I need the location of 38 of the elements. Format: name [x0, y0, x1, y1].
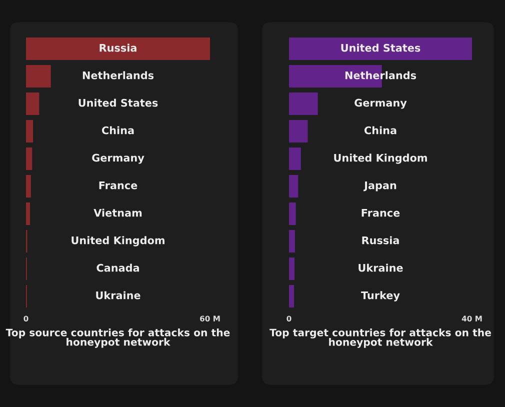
x-axis-title: Top source countries for attacks on the honeypot network	[6, 328, 230, 348]
bar	[26, 92, 40, 116]
x-axis-title: Top target countries for attacks on the honeypot network	[270, 328, 491, 348]
y-tick-label: United States	[78, 98, 158, 107]
y-tick-label: Japan	[364, 182, 396, 192]
bar	[289, 257, 294, 280]
bar	[289, 230, 295, 253]
bar	[26, 120, 34, 143]
bar	[289, 120, 308, 143]
bar	[289, 284, 294, 308]
y-tick-label: Netherlands	[345, 71, 416, 80]
y-tick-label: Vietnam	[94, 208, 142, 217]
y-tick-label: United Kingdom	[72, 236, 164, 246]
y-tick-label: China	[364, 126, 396, 134]
y-tick-label: Germany	[92, 154, 144, 164]
bar	[26, 174, 31, 198]
bar	[26, 147, 32, 170]
y-tick-label: Canada	[96, 264, 139, 272]
bar	[26, 202, 30, 226]
bar	[289, 174, 298, 198]
bar	[289, 147, 301, 170]
y-tick-label: Netherlands	[82, 71, 154, 80]
y-tick-label: United Kingdom	[334, 154, 427, 164]
y-tick-label: Germany	[354, 98, 407, 109]
bar	[289, 37, 472, 60]
bar	[289, 202, 296, 226]
bar	[289, 92, 318, 116]
y-tick-label: Russia	[362, 236, 399, 244]
y-tick-label: France	[99, 182, 138, 190]
y-tick-label: Russia	[100, 44, 136, 52]
bar	[26, 37, 210, 60]
y-tick-label: China	[102, 126, 134, 134]
y-tick-label: Ukraine	[96, 291, 140, 300]
y-tick-label: Ukraine	[358, 264, 403, 272]
bar	[26, 64, 51, 88]
y-tick-label: United States	[341, 44, 420, 52]
y-tick-label: Turkey	[361, 291, 400, 302]
y-tick-label: France	[362, 209, 400, 217]
